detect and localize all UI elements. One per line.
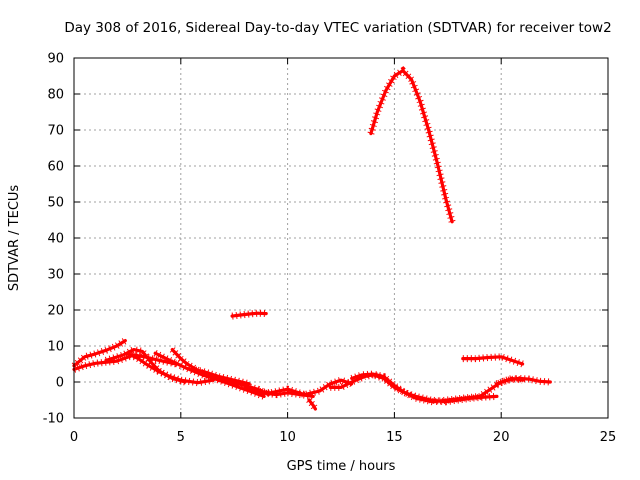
- x-tick-label: 15: [386, 430, 403, 445]
- series-markers: [255, 376, 353, 399]
- plot-frame: [73, 57, 609, 419]
- series-line: [495, 376, 552, 386]
- series-arc-8: [230, 309, 268, 320]
- x-tick-label: 5: [177, 430, 185, 445]
- x-tick-label: 25: [600, 430, 617, 445]
- series-arc-14: [367, 66, 456, 224]
- series-arc-6: [169, 347, 270, 398]
- series-arc-1: [71, 337, 128, 369]
- data-series: [71, 66, 552, 411]
- y-tick-label: 90: [47, 52, 64, 67]
- series-arc-2: [72, 351, 179, 373]
- y-tick-label: 50: [47, 196, 64, 211]
- x-tick-label: 20: [493, 430, 510, 445]
- series-markers: [72, 351, 178, 373]
- series-arc-16: [495, 374, 552, 388]
- series-line: [369, 68, 454, 224]
- y-axis-label: SDTVAR / TECUs: [7, 185, 22, 292]
- y-tick-label: 0: [56, 376, 64, 391]
- y-tick-label: 80: [47, 88, 64, 103]
- x-axis-label: GPS time / hours: [287, 459, 396, 474]
- series-markers: [367, 66, 456, 223]
- y-tick-label: 20: [47, 304, 64, 319]
- y-tick-label: -10: [43, 412, 64, 427]
- series-arc-15: [461, 353, 525, 368]
- y-tick-label: 60: [47, 160, 64, 175]
- x-tick-labels: 0 5 10 15 20 25: [70, 430, 616, 445]
- y-tick-label: 10: [47, 340, 64, 355]
- series-line: [307, 398, 317, 411]
- series-markers: [231, 309, 267, 320]
- grid-lines: [74, 58, 608, 418]
- y-tick-label: 40: [47, 232, 64, 247]
- series-line: [125, 351, 215, 385]
- series-arc-7: [189, 365, 251, 388]
- chart-title: Day 308 of 2016, Sidereal Day-to-day VTE…: [64, 20, 611, 36]
- series-arc-11: [306, 397, 319, 411]
- series-markers: [462, 353, 524, 368]
- x-tick-label: 10: [279, 430, 296, 445]
- y-tick-label: 70: [47, 124, 64, 139]
- series-arc-10: [254, 376, 354, 399]
- series-line: [170, 348, 270, 397]
- series-line: [72, 339, 127, 368]
- y-tick-label: 30: [47, 268, 64, 283]
- series-markers: [190, 365, 251, 388]
- y-tick-labels: -10 0 10 20 30 40 50 60 70 80 90: [43, 52, 64, 427]
- x-tick-label: 0: [70, 430, 78, 445]
- series-arc-4: [125, 350, 215, 387]
